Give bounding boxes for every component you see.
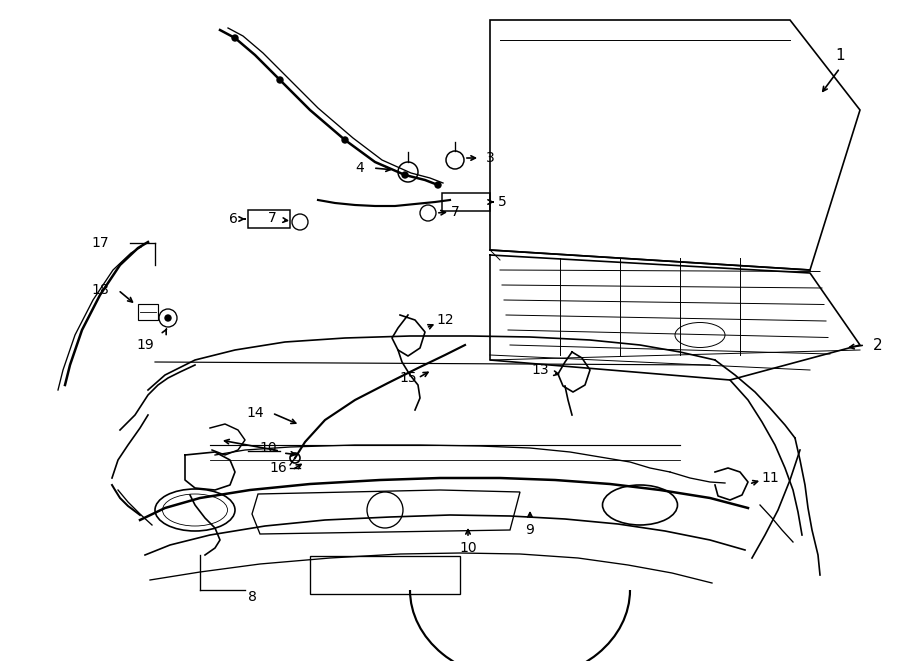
Text: 2: 2 xyxy=(873,338,883,352)
Text: 12: 12 xyxy=(436,313,454,327)
Text: 17: 17 xyxy=(91,236,109,250)
Text: 11: 11 xyxy=(761,471,778,485)
Circle shape xyxy=(402,172,408,178)
Bar xyxy=(310,556,460,594)
Circle shape xyxy=(232,35,238,41)
Text: 15: 15 xyxy=(400,371,417,385)
Text: 13: 13 xyxy=(531,363,549,377)
Circle shape xyxy=(435,182,441,188)
Text: 18: 18 xyxy=(91,283,109,297)
Text: 8: 8 xyxy=(248,590,256,604)
Text: 16: 16 xyxy=(269,461,287,475)
Text: 7: 7 xyxy=(451,205,459,219)
Text: 14: 14 xyxy=(247,406,264,420)
Text: 9: 9 xyxy=(526,523,535,537)
Text: 3: 3 xyxy=(486,151,494,165)
Circle shape xyxy=(277,77,283,83)
Text: 10: 10 xyxy=(259,441,277,455)
Text: 1: 1 xyxy=(835,48,845,63)
Text: 7: 7 xyxy=(267,211,276,225)
Bar xyxy=(138,304,158,320)
Bar xyxy=(248,210,290,228)
Text: 6: 6 xyxy=(230,212,238,226)
Circle shape xyxy=(165,315,171,321)
Circle shape xyxy=(342,137,348,143)
Text: 4: 4 xyxy=(356,161,364,175)
Text: 19: 19 xyxy=(136,338,154,352)
Text: 5: 5 xyxy=(498,195,507,209)
Bar xyxy=(442,193,490,211)
Text: 10: 10 xyxy=(459,541,477,555)
